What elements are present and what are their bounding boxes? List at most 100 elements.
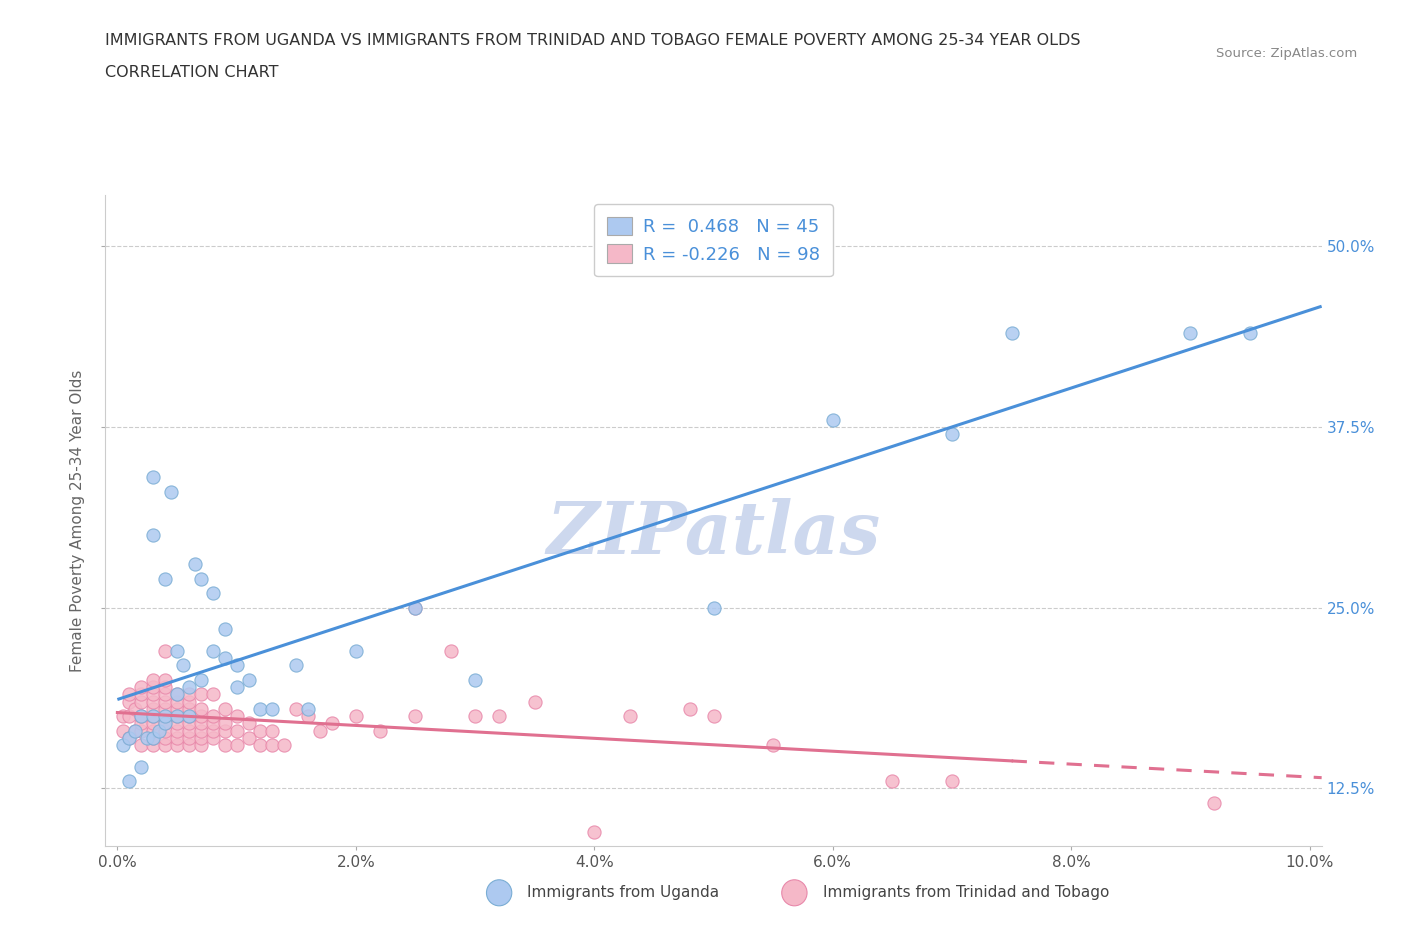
Point — [190, 730, 212, 745]
Point — [166, 687, 188, 702]
Point — [124, 724, 146, 738]
Point — [129, 709, 152, 724]
Point — [166, 709, 188, 724]
Point — [142, 730, 165, 745]
Point — [440, 644, 463, 658]
Point — [142, 680, 165, 695]
Point — [1180, 326, 1202, 340]
Point — [821, 412, 844, 427]
Point — [404, 709, 426, 724]
Point — [166, 709, 188, 724]
Point — [190, 672, 212, 687]
Point — [190, 737, 212, 752]
Point — [153, 716, 176, 731]
Point — [201, 644, 224, 658]
Point — [297, 709, 319, 724]
Point — [285, 658, 308, 673]
Point — [153, 716, 176, 731]
Point — [166, 701, 188, 716]
Point — [153, 709, 176, 724]
Point — [153, 730, 176, 745]
Point — [112, 709, 135, 724]
Point — [273, 737, 295, 752]
Point — [702, 600, 725, 615]
Point — [464, 709, 486, 724]
Point — [190, 716, 212, 731]
Point — [166, 730, 188, 745]
Point — [238, 730, 260, 745]
Point — [177, 716, 200, 731]
Point — [619, 709, 641, 724]
Point — [368, 724, 391, 738]
Point — [238, 672, 260, 687]
Point — [404, 600, 426, 615]
Point — [214, 651, 236, 666]
Point — [309, 724, 332, 738]
Text: IMMIGRANTS FROM UGANDA VS IMMIGRANTS FROM TRINIDAD AND TOBAGO FEMALE POVERTY AMO: IMMIGRANTS FROM UGANDA VS IMMIGRANTS FRO… — [105, 33, 1081, 47]
Point — [201, 586, 224, 601]
Point — [201, 709, 224, 724]
Text: Source: ZipAtlas.com: Source: ZipAtlas.com — [1216, 46, 1357, 60]
Point — [177, 709, 200, 724]
Point — [153, 737, 176, 752]
Point — [118, 687, 141, 702]
Point — [153, 680, 176, 695]
Point — [177, 680, 200, 695]
Point — [166, 737, 188, 752]
Point — [142, 687, 165, 702]
Point — [190, 687, 212, 702]
Point — [214, 716, 236, 731]
Point — [166, 724, 188, 738]
Point — [129, 694, 152, 709]
Point — [153, 672, 176, 687]
Legend: R =  0.468   N = 45, R = -0.226   N = 98: R = 0.468 N = 45, R = -0.226 N = 98 — [595, 205, 832, 276]
Point — [190, 709, 212, 724]
Point — [142, 709, 165, 724]
Point — [404, 600, 426, 615]
Point — [129, 737, 152, 752]
Text: Immigrants from Trinidad and Tobago: Immigrants from Trinidad and Tobago — [823, 885, 1109, 900]
Point — [262, 737, 284, 752]
Point — [112, 724, 135, 738]
Point — [679, 701, 702, 716]
Point — [148, 724, 170, 738]
Text: Immigrants from Uganda: Immigrants from Uganda — [527, 885, 720, 900]
Point — [129, 680, 152, 695]
Point — [1239, 326, 1261, 340]
Point — [177, 701, 200, 716]
Point — [225, 724, 247, 738]
Point — [166, 687, 188, 702]
Point — [225, 658, 247, 673]
Point — [262, 724, 284, 738]
Point — [1001, 326, 1024, 340]
Point — [142, 694, 165, 709]
Point — [941, 774, 963, 789]
Point — [190, 571, 212, 586]
Point — [129, 716, 152, 731]
Text: ZIPatlas: ZIPatlas — [547, 498, 880, 569]
Point — [702, 709, 725, 724]
Point — [142, 724, 165, 738]
Point — [321, 716, 343, 731]
Point — [124, 701, 146, 716]
Point — [136, 730, 159, 745]
Point — [142, 737, 165, 752]
Point — [249, 724, 271, 738]
Point — [153, 687, 176, 702]
Point — [118, 730, 141, 745]
Point — [153, 571, 176, 586]
Point — [118, 774, 141, 789]
Point — [177, 709, 200, 724]
Point — [124, 724, 146, 738]
Point — [523, 694, 546, 709]
Point — [172, 658, 194, 673]
Text: CORRELATION CHART: CORRELATION CHART — [105, 65, 278, 80]
Point — [118, 694, 141, 709]
Point — [201, 730, 224, 745]
Point — [214, 737, 236, 752]
Point — [142, 730, 165, 745]
Point — [262, 701, 284, 716]
Point — [344, 709, 367, 724]
Point — [190, 724, 212, 738]
Point — [142, 701, 165, 716]
